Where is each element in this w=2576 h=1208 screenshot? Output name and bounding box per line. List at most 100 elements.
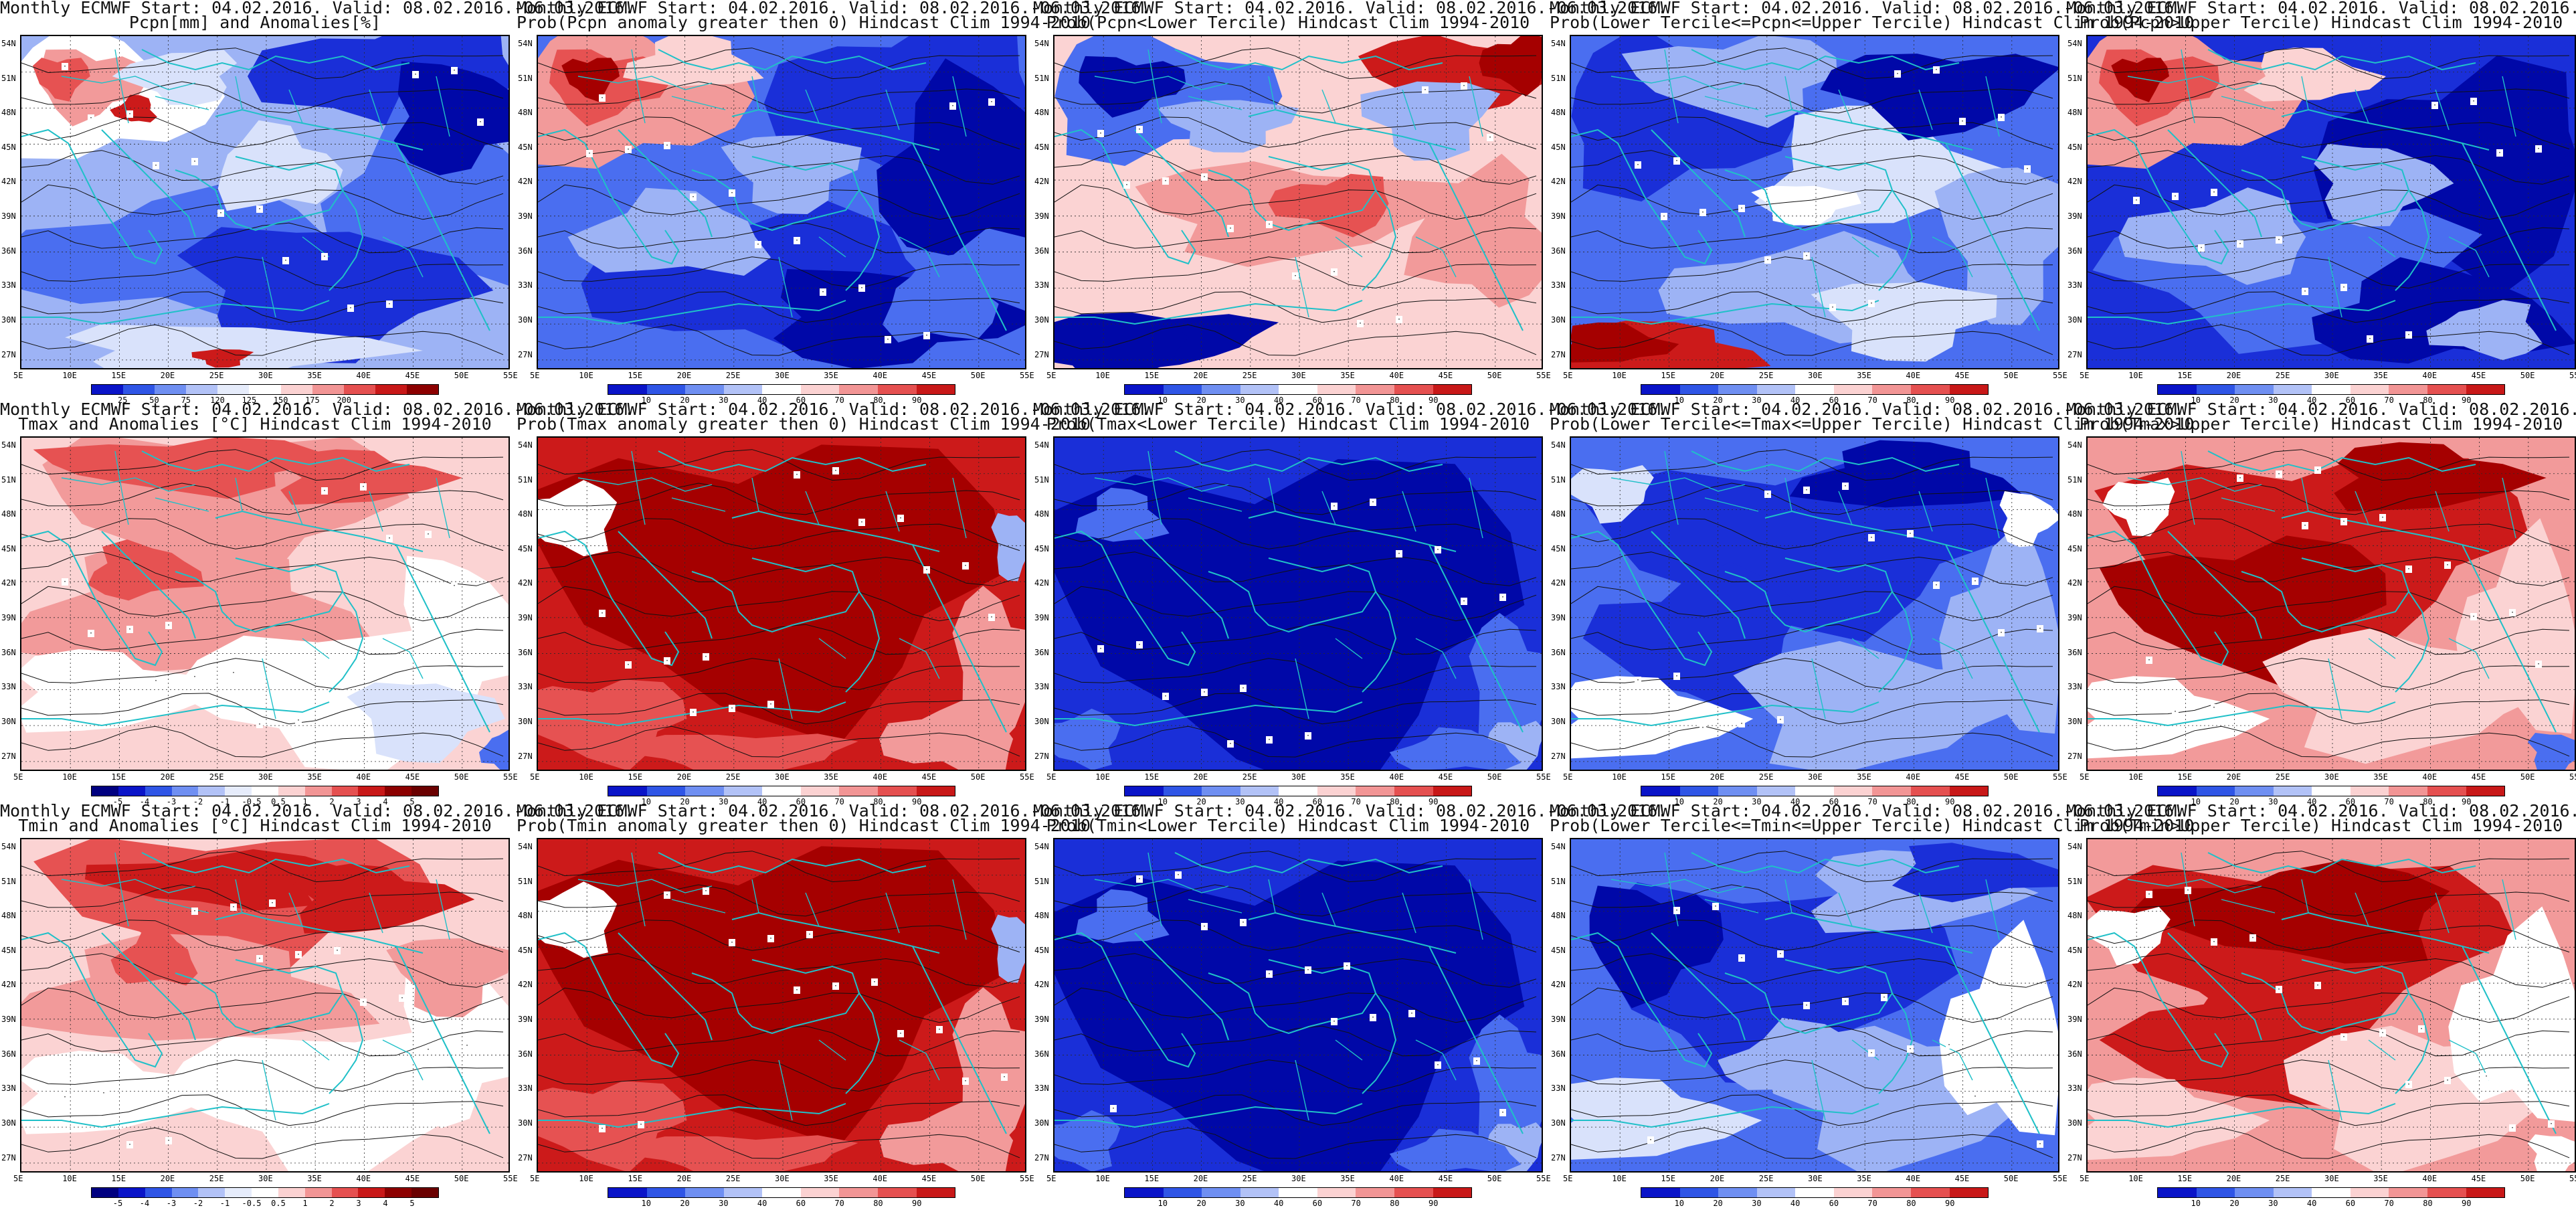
lon-tick-label: 55E [2569, 1174, 2576, 1183]
colorbar-swatch [2427, 385, 2466, 394]
map-svg [1054, 839, 1542, 1171]
contour-value-box: · [256, 955, 264, 962]
contour-value-box: · [1001, 1073, 1008, 1081]
country-border [1402, 89, 1416, 131]
country-border [952, 76, 967, 137]
lat-tick-label: 48N [518, 509, 533, 519]
lon-tick-label: 35E [824, 1174, 838, 1183]
lat-tick-label: 27N [1551, 349, 1566, 359]
lon-tick-label: 5E [2080, 1174, 2090, 1183]
coastline [618, 531, 713, 639]
contour-value-box: · [936, 1026, 943, 1033]
colorbar-label: 50 [149, 396, 159, 405]
country-border [2221, 96, 2276, 110]
map-panel-p5: Monthly ECMWF Start: 04.02.2016. Valid: … [2066, 0, 2576, 405]
lon-tick-label: 10E [579, 371, 593, 380]
lon-tick-label: 30E [1291, 772, 1306, 782]
coastline [2088, 701, 2396, 727]
panel-title-line2: Prob(Pcpn anomaly greater then 0) Hindca… [517, 13, 1091, 32]
contour-line [2088, 116, 2570, 150]
contour-value-box: · [451, 582, 458, 590]
colorbar-label: 2 [329, 797, 335, 806]
field-region [110, 927, 198, 986]
colorbar-swatch [1394, 1188, 1433, 1197]
contour-value-box: · [1699, 209, 1707, 216]
contour-value-box: · [1136, 875, 1143, 883]
colorbar-label: 70 [834, 797, 844, 806]
lon-tick-label: 40E [356, 772, 371, 782]
lon-tick-label: 5E [1046, 371, 1056, 380]
contour-value-box: · [1673, 673, 1681, 680]
country-border [1147, 49, 1162, 124]
coastline [21, 300, 330, 325]
colorbar-swatch [1910, 786, 1950, 796]
colorbar-label: 2 [329, 1199, 335, 1208]
colorbar-swatch [118, 786, 145, 796]
country-border [631, 450, 646, 525]
colorbar-label: -3 [166, 797, 177, 806]
lon-tick-label: 45E [405, 1174, 420, 1183]
country-border [1985, 76, 2000, 137]
contour-value-box: · [1699, 724, 1707, 731]
contour-value-box: · [1344, 962, 1351, 970]
country-border [671, 497, 726, 512]
contour-line [538, 324, 1020, 356]
lat-tick-label: 33N [1551, 1084, 1566, 1094]
lat-tick-label: 45N [1551, 945, 1566, 955]
colorbar-label: 0.5 [271, 1199, 286, 1208]
contour-value-box: · [1240, 685, 1247, 692]
contour-line [21, 987, 504, 1023]
contour-value-box: · [1738, 954, 1746, 962]
map-panel-p10: Monthly ECMWF Start: 04.02.2016. Valid: … [2066, 401, 2576, 806]
panel-title-line2: Prob(Pcpn>Upper Tercile) Hindcast Clim 1… [2079, 13, 2563, 32]
colorbar-label: 80 [1390, 1199, 1400, 1208]
contour-value-box: · [1370, 1014, 1377, 1021]
contour-value-box: · [1647, 1136, 1655, 1144]
coastline [1691, 450, 1960, 472]
colorbar-swatch [249, 385, 281, 394]
colorbar-label: 20 [2229, 797, 2239, 806]
field-region [1811, 282, 1997, 362]
colorbar-swatch [92, 786, 118, 796]
field-region [191, 349, 254, 368]
contour-line [2088, 953, 2570, 988]
contour-line [538, 483, 1020, 515]
contour-line [538, 1127, 1020, 1159]
colorbar-swatch [278, 1188, 305, 1197]
lon-tick-label: 55E [1536, 1174, 1551, 1183]
coastline [1054, 530, 1196, 667]
coastline [21, 701, 330, 727]
country-border [2502, 477, 2516, 539]
contour-value-box: · [599, 610, 606, 617]
colorbar-label: 60 [2345, 797, 2356, 806]
colorbar-swatch [1240, 786, 1279, 796]
lat-tick-label: 48N [1034, 108, 1049, 118]
coastline [538, 932, 680, 1068]
lon-tick-label: 5E [13, 1174, 23, 1183]
colorbar-swatch [2350, 385, 2389, 394]
lat-tick-label: 45N [1551, 142, 1566, 152]
colorbar-label: 70 [1867, 396, 1877, 405]
contour-value-box: · [729, 939, 736, 946]
lat-tick-label: 54N [1034, 440, 1049, 450]
country-border [2368, 1039, 2396, 1061]
lon-tick-label: 45E [2471, 772, 2486, 782]
map-canvas: · · · · · · · · · · · · · · [1570, 35, 2059, 369]
country-border [1851, 236, 1879, 258]
colorbar-swatch [1679, 786, 1719, 796]
field-region [2088, 907, 2171, 966]
colorbar-swatch [1279, 1188, 1317, 1197]
lon-tick-label: 55E [503, 772, 518, 782]
lon-tick-label: 5E [1563, 371, 1573, 380]
colorbar [1124, 384, 1472, 395]
colorbar-swatch [2196, 786, 2235, 796]
contour-value-box: · [1396, 550, 1403, 557]
colorbar [91, 384, 439, 395]
country-border [155, 96, 209, 110]
country-border [262, 256, 276, 318]
coastline [1134, 932, 1229, 1041]
country-border [1321, 892, 1336, 927]
colorbar-label: -5 [112, 797, 123, 806]
country-border [751, 477, 759, 512]
lat-tick-label: 30N [518, 1118, 533, 1128]
